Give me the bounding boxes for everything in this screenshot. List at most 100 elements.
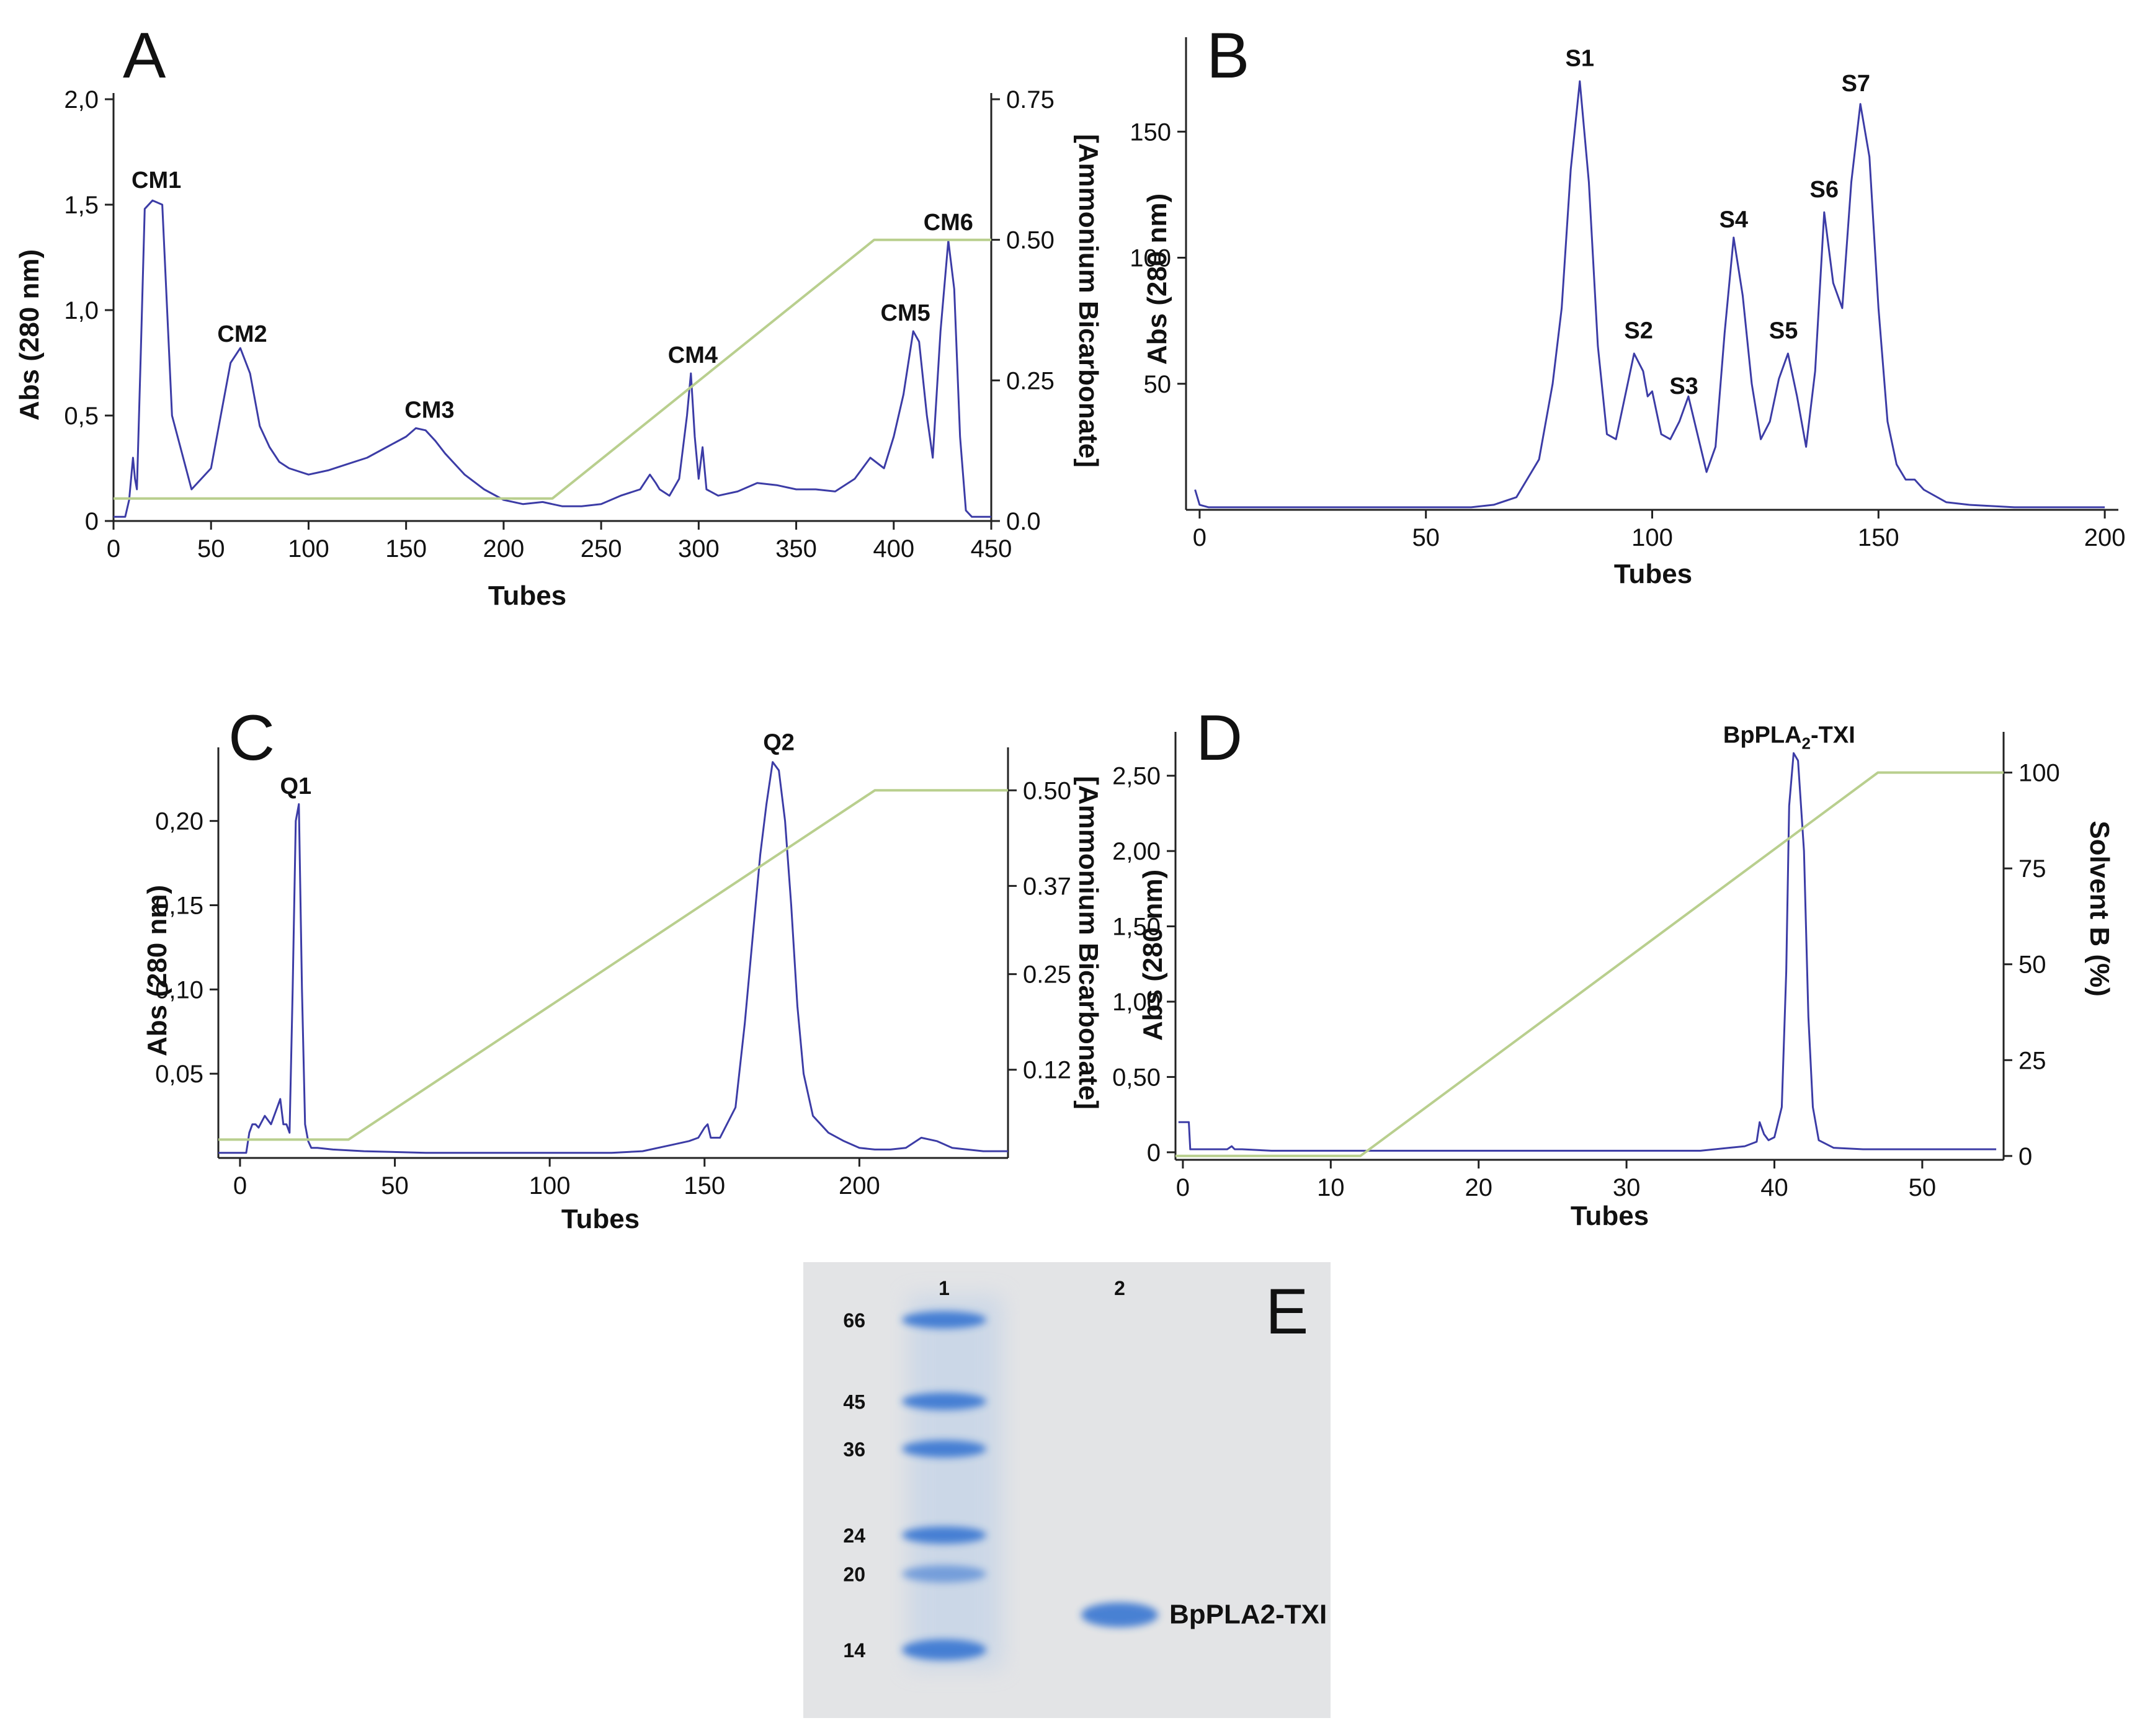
x-tick-label: 300 <box>678 535 720 563</box>
y-tick-label: 50 <box>1144 371 1172 398</box>
y2-axis-label-a: [Ammonium Bicarbonate] <box>1073 134 1104 468</box>
gel-sample-band <box>1081 1602 1158 1627</box>
y-tick-label: 0 <box>1147 1139 1161 1167</box>
panel-label-b: B <box>1206 20 1249 92</box>
peak-label: S1 <box>1566 46 1594 72</box>
y-tick-label: 1,5 <box>64 192 99 219</box>
gel-marker-label: 20 <box>843 1564 865 1586</box>
x-tick-label: 350 <box>775 535 817 563</box>
absorbance-trace-a <box>114 199 991 518</box>
peak-label: CM5 <box>881 300 930 326</box>
y2-axis-label-c: [Ammonium Bicarbonate] <box>1073 776 1104 1110</box>
gel-panel-e: 1 2 66 45 36 24 20 14 BpPLA2-TXI E <box>803 1262 1331 1718</box>
x-tick-label: 200 <box>483 535 525 563</box>
y-tick-label: 100 <box>1130 245 1171 272</box>
x-axis-label-b: Tubes <box>1614 559 1692 589</box>
x-tick-label: 150 <box>385 535 427 563</box>
x-tick-label: 20 <box>1465 1174 1492 1201</box>
x-tick-label: 0 <box>1193 524 1206 551</box>
gel-marker-label: 36 <box>843 1438 865 1461</box>
x-tick-label: 100 <box>288 535 329 563</box>
marker-lane-smear <box>909 1296 1002 1668</box>
y-tick-label: 0 <box>85 508 99 535</box>
y2-tick-label: 0.12 <box>1023 1057 1071 1084</box>
chart-panel-c: C 0 50 100 150 200 0,05 0,10 0,15 0,20 0.12 0.25 0.… <box>142 702 1104 1234</box>
chart-panel-d: D 0 10 20 30 40 50 0 0,50 1,00 1,50 2,00 2,50 0 25 50 7… <box>1112 702 2115 1231</box>
y2-tick-label: 0.75 <box>1006 86 1055 114</box>
y-tick-label: 2,50 <box>1112 763 1161 790</box>
y2-tick-label: 75 <box>2018 855 2046 883</box>
x-tick-label: 30 <box>1613 1174 1641 1201</box>
y2-tick-label: 0.25 <box>1023 961 1071 989</box>
x-tick-label: 10 <box>1317 1174 1345 1201</box>
x-tick-label: 50 <box>381 1172 409 1200</box>
peak-label: CM4 <box>668 342 718 368</box>
x-axis-label-a: Tubes <box>488 581 566 611</box>
x-tick-label: 250 <box>581 535 622 563</box>
gradient-line-c <box>218 789 1008 1141</box>
x-tick-label: 200 <box>839 1172 880 1200</box>
gradient-line-d <box>1175 771 2004 1157</box>
peak-label: BpPLA2-TXI <box>1723 722 1855 752</box>
absorbance-trace-b <box>1194 80 2105 509</box>
peak-label: S4 <box>1719 207 1748 233</box>
gel-marker-band <box>902 1639 986 1660</box>
x-tick-label: 50 <box>1909 1174 1937 1201</box>
y-axis-label-c: Abs (280 nm) <box>142 885 172 1056</box>
x-tick-label: 0 <box>233 1172 247 1200</box>
x-tick-label: 100 <box>1631 524 1673 551</box>
x-axis-label-d: Tubes <box>1571 1201 1649 1231</box>
y-tick-label: 0,15 <box>155 892 203 920</box>
y-tick-label: 2,0 <box>64 86 99 114</box>
y2-tick-label: 0.37 <box>1023 873 1071 900</box>
x-tick-label: 0 <box>107 535 120 563</box>
peak-label: S2 <box>1624 318 1653 344</box>
peak-label: CM3 <box>404 397 454 423</box>
absorbance-trace-c <box>218 761 1008 1154</box>
y-tick-label: 1,00 <box>1112 989 1161 1016</box>
gel-background <box>803 1262 1331 1718</box>
x-tick-label: 50 <box>1412 524 1440 551</box>
y2-tick-label: 50 <box>2018 951 2046 979</box>
y-tick-label: 150 <box>1130 118 1171 146</box>
gel-marker-band <box>902 1565 986 1583</box>
y-axis-label-a: Abs (280 nm) <box>14 249 45 421</box>
panel-label-d: D <box>1196 702 1242 774</box>
y-tick-label: 2,00 <box>1112 838 1161 865</box>
gel-marker-label: 24 <box>843 1525 865 1547</box>
panel-label-c: C <box>228 702 275 774</box>
gel-marker-label: 66 <box>843 1309 865 1332</box>
gel-marker-band <box>902 1392 986 1410</box>
peak-label: Q2 <box>763 730 795 756</box>
peak-label: CM1 <box>132 167 181 194</box>
y2-tick-label: 0.25 <box>1006 367 1055 394</box>
y2-tick-label: 0.0 <box>1006 508 1041 535</box>
panel-label-a: A <box>123 20 166 92</box>
x-tick-label: 150 <box>684 1172 725 1200</box>
y2-tick-label: 25 <box>2018 1047 2046 1074</box>
x-tick-label: 50 <box>197 535 225 563</box>
gel-lane-number: 2 <box>1114 1277 1125 1299</box>
y2-tick-label: 100 <box>2018 760 2060 787</box>
peak-label: S7 <box>1842 71 1870 97</box>
gel-marker-band <box>902 1440 986 1458</box>
y-tick-label: 0,50 <box>1112 1064 1161 1091</box>
gel-marker-label: 45 <box>843 1391 865 1413</box>
peak-label: S3 <box>1669 373 1698 399</box>
x-tick-label: 200 <box>2084 524 2126 551</box>
gradient-line-a <box>114 238 991 500</box>
y-tick-label: 0,10 <box>155 976 203 1004</box>
peak-label: Q1 <box>280 773 311 799</box>
x-tick-label: 100 <box>529 1172 571 1200</box>
gel-marker-band <box>902 1526 986 1544</box>
gel-marker-label: 14 <box>843 1639 865 1662</box>
y-axis-label-b: Abs (280 nm) <box>1142 194 1172 365</box>
absorbance-trace-d <box>1178 752 1997 1152</box>
y-axis-label-d: Abs (280 nm) <box>1138 870 1168 1041</box>
y-tick-label: 0,20 <box>155 808 203 835</box>
gel-sample-label: BpPLA2-TXI <box>1169 1600 1327 1630</box>
x-axis-label-c: Tubes <box>561 1204 640 1234</box>
y-tick-label: 0,05 <box>155 1061 203 1088</box>
gel-marker-band <box>902 1311 986 1329</box>
